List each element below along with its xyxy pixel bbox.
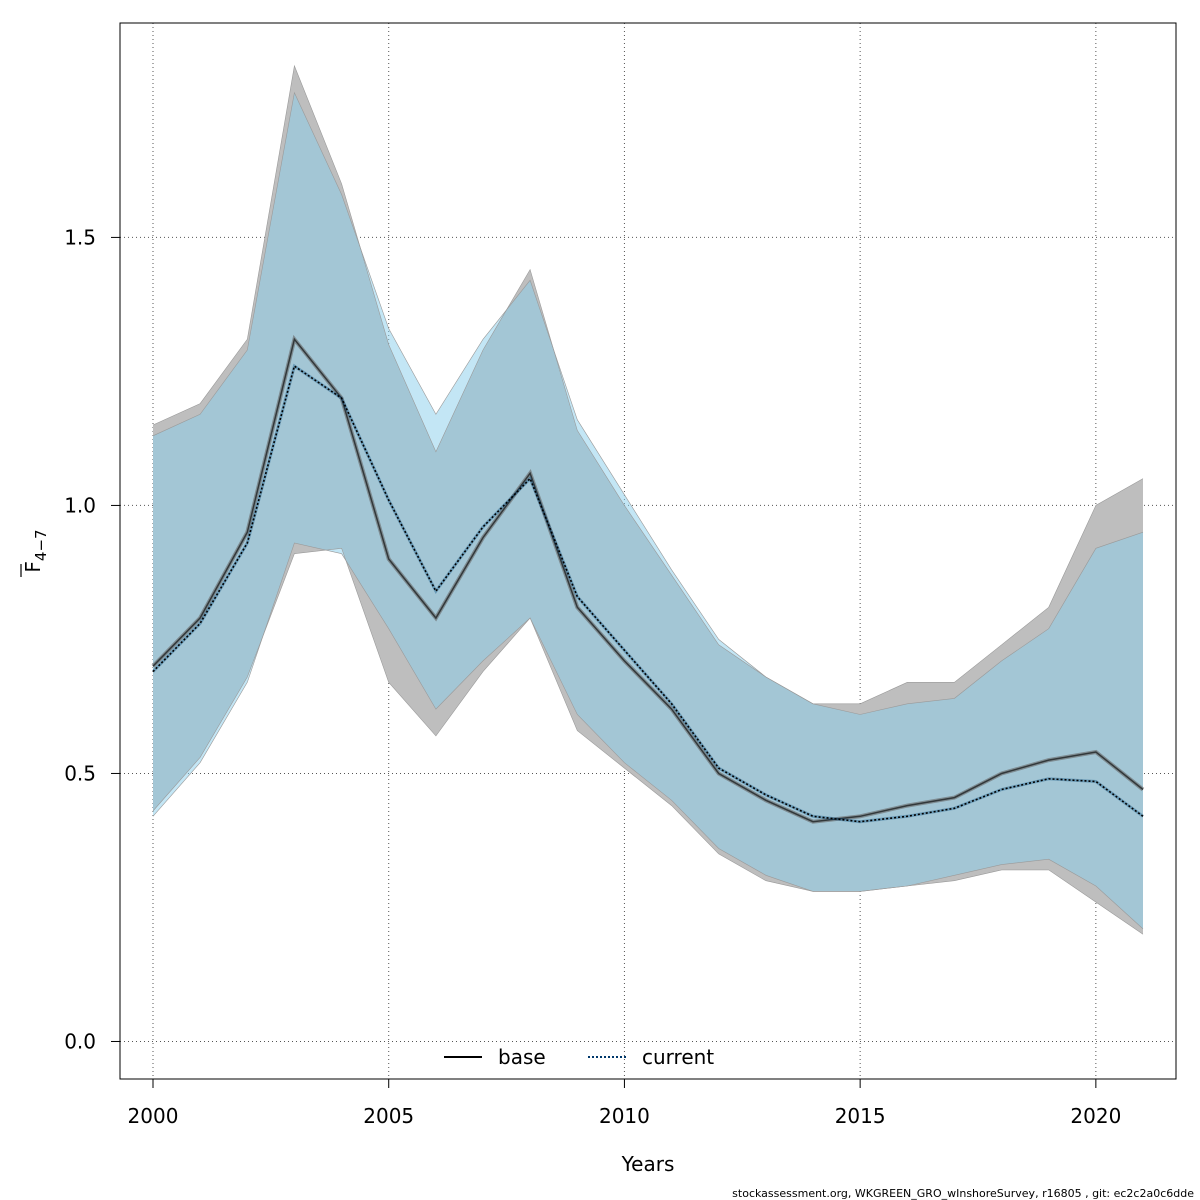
series-line-current (152, 364, 1144, 823)
x-tick-label-2000: 2000 (128, 1104, 179, 1128)
legend-label-current: current (642, 1045, 714, 1069)
x-tick-label-2005: 2005 (363, 1104, 414, 1128)
y-axis-label-subscript: 4−7 (32, 529, 50, 561)
x-tick-label-2015: 2015 (835, 1104, 886, 1128)
y-axis: 0.0 0.5 1.0 1.5 (64, 225, 121, 1053)
band-edge-current-upper (152, 91, 1144, 715)
series-lines (151, 334, 1145, 824)
band-current (153, 92, 1143, 929)
confidence-bands (152, 64, 1144, 935)
y-tick-label-1: 0.5 (64, 761, 96, 785)
y-tick-label-2: 1.0 (64, 493, 96, 517)
y-tick-label-0: 0.0 (64, 1029, 96, 1053)
band-edge-base-lower (152, 547, 1144, 935)
band-edge-base-upper (152, 64, 1144, 705)
x-axis-label: Years (621, 1152, 675, 1176)
band-edge-current-lower (152, 542, 1144, 930)
y-axis-label: F4−7 (20, 529, 50, 577)
legend-label-base: base (498, 1045, 546, 1069)
y-axis-label-text: F4−7 (21, 529, 50, 572)
x-axis: 2000 2005 2010 2015 2020 (128, 1078, 1121, 1128)
x-tick-label-2010: 2010 (599, 1104, 650, 1128)
y-axis-label-main: F (21, 561, 45, 573)
footer-credit: stockassessment.org, WKGREEN_GRO_wInshor… (732, 1187, 1194, 1200)
legend: base current (444, 1045, 714, 1069)
x-tick-label-2020: 2020 (1070, 1104, 1121, 1128)
series-line-base (152, 337, 1144, 823)
y-tick-label-3: 1.5 (64, 225, 96, 249)
